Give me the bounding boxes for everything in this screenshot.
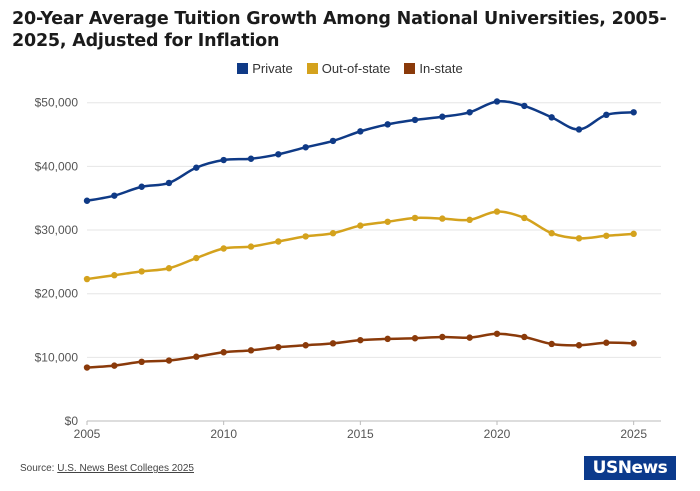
y-tick-label: $40,000 bbox=[35, 159, 79, 173]
data-point-in-state bbox=[384, 335, 391, 343]
data-point-in-state bbox=[83, 364, 91, 371]
chart-title: 20-Year Average Tuition Growth Among Nat… bbox=[12, 9, 667, 51]
legend-item-in-state: In-state bbox=[404, 61, 463, 76]
y-tick-label: $30,000 bbox=[35, 223, 79, 237]
data-point-in-state bbox=[357, 336, 364, 344]
data-point-in-state bbox=[247, 347, 255, 354]
data-point-out-of-state bbox=[329, 230, 337, 237]
x-tick-label: 2025 bbox=[620, 427, 647, 441]
data-point-out-of-state bbox=[630, 230, 637, 238]
data-point-private bbox=[247, 155, 255, 162]
data-point-private bbox=[83, 197, 91, 204]
data-point-in-state bbox=[603, 339, 610, 346]
source-note: Source: U.S. News Best Colleges 2025 bbox=[20, 463, 194, 474]
data-point-out-of-state bbox=[493, 208, 501, 215]
data-point-private bbox=[220, 156, 227, 164]
data-point-in-state bbox=[302, 342, 309, 349]
data-point-out-of-state bbox=[111, 272, 118, 279]
source-prefix: Source: bbox=[20, 463, 58, 474]
data-point-out-of-state bbox=[575, 235, 583, 242]
data-point-out-of-state bbox=[275, 238, 282, 245]
logo-text: USNews bbox=[592, 458, 668, 478]
data-point-private bbox=[165, 179, 173, 187]
data-point-out-of-state bbox=[302, 233, 309, 240]
data-point-private bbox=[493, 98, 501, 105]
y-tick-label: $50,000 bbox=[35, 96, 79, 110]
data-point-private bbox=[411, 116, 419, 124]
data-point-in-state bbox=[493, 330, 501, 337]
data-point-out-of-state bbox=[548, 230, 555, 237]
x-tick-label: 2005 bbox=[74, 427, 101, 441]
legend: Private Out-of-state In-state bbox=[0, 61, 700, 76]
data-point-out-of-state bbox=[439, 215, 446, 222]
data-point-in-state bbox=[193, 353, 200, 360]
data-point-in-state bbox=[275, 343, 282, 351]
data-point-private bbox=[575, 126, 583, 133]
data-point-in-state bbox=[220, 349, 227, 356]
data-point-in-state bbox=[439, 333, 446, 341]
data-point-private bbox=[329, 137, 337, 145]
x-tick-label: 2020 bbox=[484, 427, 511, 441]
data-point-private bbox=[521, 102, 528, 110]
data-point-out-of-state bbox=[83, 275, 91, 283]
data-point-in-state bbox=[111, 362, 118, 369]
data-point-private bbox=[302, 144, 309, 151]
legend-label-in-state: In-state bbox=[419, 61, 463, 76]
data-point-out-of-state bbox=[384, 218, 391, 225]
data-point-private bbox=[275, 151, 282, 158]
data-point-out-of-state bbox=[521, 214, 528, 222]
data-point-out-of-state bbox=[411, 214, 419, 222]
y-tick-label: $0 bbox=[65, 414, 79, 428]
legend-label-private: Private bbox=[252, 61, 293, 76]
data-point-out-of-state bbox=[138, 268, 145, 275]
data-point-private bbox=[603, 111, 610, 119]
data-point-private bbox=[630, 109, 637, 116]
data-point-out-of-state bbox=[466, 216, 473, 224]
data-point-private bbox=[548, 114, 555, 121]
data-point-in-state bbox=[630, 340, 637, 347]
x-tick-label: 2015 bbox=[347, 427, 374, 441]
data-point-out-of-state bbox=[220, 245, 227, 252]
data-point-in-state bbox=[138, 358, 145, 366]
source-link[interactable]: U.S. News Best Colleges 2025 bbox=[57, 463, 194, 474]
data-point-private bbox=[138, 183, 145, 190]
data-point-in-state bbox=[329, 340, 337, 347]
data-point-private bbox=[439, 113, 446, 120]
data-point-private bbox=[193, 164, 200, 171]
data-point-in-state bbox=[165, 357, 173, 364]
data-point-out-of-state bbox=[603, 232, 610, 239]
legend-item-private: Private bbox=[237, 61, 293, 76]
legend-label-out-of-state: Out-of-state bbox=[321, 61, 391, 76]
data-point-private bbox=[357, 128, 364, 135]
data-point-private bbox=[466, 109, 473, 116]
legend-swatch-in-state bbox=[404, 63, 416, 74]
x-tick-label: 2010 bbox=[210, 427, 237, 441]
data-point-in-state bbox=[548, 340, 555, 348]
usnews-logo: USNews bbox=[584, 456, 676, 480]
data-point-private bbox=[384, 121, 391, 128]
data-point-in-state bbox=[521, 333, 528, 341]
legend-item-out-of-state: Out-of-state bbox=[306, 61, 391, 76]
data-point-in-state bbox=[411, 335, 419, 342]
data-point-out-of-state bbox=[193, 254, 200, 262]
y-tick-label: $20,000 bbox=[35, 287, 79, 301]
data-point-out-of-state bbox=[357, 222, 364, 229]
data-point-in-state bbox=[575, 342, 583, 349]
data-point-in-state bbox=[466, 334, 473, 341]
legend-swatch-private bbox=[237, 63, 249, 74]
y-tick-label: $10,000 bbox=[35, 350, 79, 364]
data-point-out-of-state bbox=[165, 265, 173, 272]
data-point-private bbox=[111, 192, 118, 199]
data-point-out-of-state bbox=[247, 243, 255, 250]
legend-swatch-out-of-state bbox=[306, 63, 318, 74]
